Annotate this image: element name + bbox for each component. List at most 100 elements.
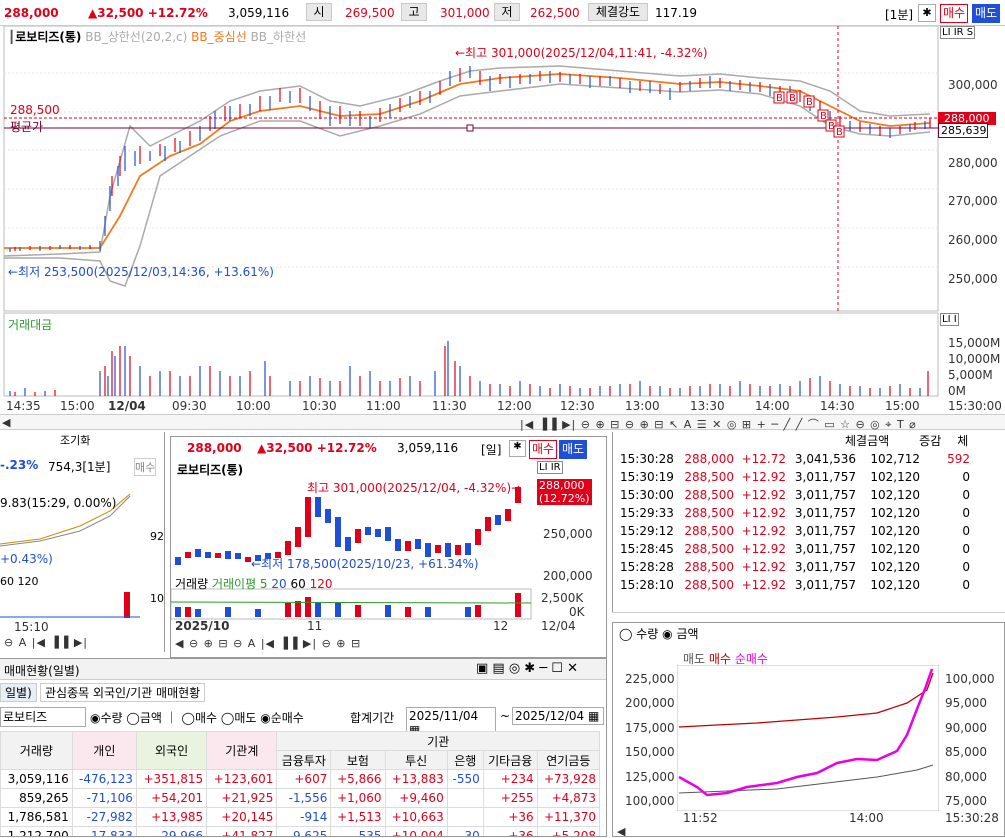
daily-price-axis: 250,000 200,000 bbox=[543, 527, 593, 583]
flow-x-axis: 11:52 14:00 15:30:28 bbox=[683, 811, 999, 825]
daily-tool-tag[interactable]: LI IR bbox=[537, 461, 563, 474]
stock-search-input[interactable]: 로보티즈 bbox=[0, 707, 86, 727]
interval-selector[interactable]: [1분] bbox=[885, 8, 914, 22]
tick-row: 15:28:45 288,500 +12.92 3,011,757 102,120 0 bbox=[617, 540, 973, 558]
bb-mid-legend[interactable]: BB_중심선 bbox=[191, 30, 247, 44]
chart-tool-tag[interactable]: LI IR S bbox=[940, 26, 976, 39]
tick-cell: 15:30:00 bbox=[620, 488, 674, 502]
window-controls[interactable]: ▣ ▤ ◎ ✱ ─ ☐ ✕ bbox=[476, 661, 578, 676]
tick-cell: 15:29:12 bbox=[620, 524, 674, 538]
investor-cell: +41,827 bbox=[206, 826, 278, 836]
investor-cell: -914 bbox=[276, 807, 332, 827]
tick-header: 체결금액 증감 체 bbox=[845, 434, 969, 448]
daily-candle-chart[interactable] bbox=[171, 457, 608, 657]
investor-cell: +351,815 bbox=[135, 769, 208, 789]
investor-cell: -27,982 bbox=[71, 807, 137, 827]
tick-cell: +12.92 bbox=[741, 470, 786, 484]
daily-gear-icon[interactable]: ✱ bbox=[509, 440, 526, 457]
left-buy-button[interactable]: 매수 bbox=[134, 458, 157, 476]
investor-cell: +10,663 bbox=[384, 807, 448, 827]
tick-cell: 3,011,757 bbox=[794, 524, 856, 538]
investor-cell: -550 bbox=[446, 769, 484, 789]
investor-titlebar: 매매현황(일별) ▣ ▤ ◎ ✱ ─ ☐ ✕ bbox=[0, 659, 606, 680]
date-to-input[interactable]: 2025/12/04 ▦ bbox=[512, 707, 604, 725]
volume: 3,059,116 bbox=[228, 6, 290, 20]
investor-cell: +9,460 bbox=[384, 788, 448, 808]
tick-scrollbar[interactable] bbox=[612, 612, 1005, 624]
investor-cell: 859,265 bbox=[0, 788, 73, 808]
investor-cell bbox=[446, 788, 484, 808]
investor-row: 1,212,700 -17,833 -29,966 +41,827 -9,625 -535… bbox=[0, 826, 601, 836]
daily-buy-button[interactable]: 매수 bbox=[529, 440, 558, 459]
tick-cell: 288,000 bbox=[684, 452, 734, 466]
tab-daily[interactable]: 일별) bbox=[0, 683, 37, 702]
investor-cell: +234 bbox=[482, 769, 538, 789]
tick-row: 15:30:19 288,500 +12.92 3,011,757 102,120 0 bbox=[617, 468, 973, 486]
price-change: ▲32,500 +12.72% bbox=[88, 6, 208, 20]
tab-interest[interactable]: 관심종목 외국인/기관 매매현황 bbox=[40, 683, 206, 702]
left-time: 15:10 bbox=[14, 620, 49, 634]
investor-cell: -535 bbox=[330, 826, 386, 836]
tick-cell: 15:28:10 bbox=[620, 578, 674, 592]
daily-sell-button[interactable]: 매도 bbox=[559, 440, 588, 459]
tick-cell: 102,120 bbox=[870, 542, 920, 556]
left-mini-chart[interactable] bbox=[0, 476, 140, 566]
bb-lower-legend[interactable]: BB_하한선 bbox=[250, 30, 307, 44]
tick-cell: 3,011,757 bbox=[794, 578, 856, 592]
investor-cell: -17,833 bbox=[71, 826, 137, 836]
flow-scroll[interactable]: ◀ bbox=[617, 825, 627, 838]
investor-cell: +13,985 bbox=[135, 807, 208, 827]
flow-chart[interactable] bbox=[677, 665, 939, 811]
svg-text:B: B bbox=[820, 111, 827, 122]
daily-period[interactable]: [일] bbox=[481, 443, 502, 457]
open-price: 269,500 bbox=[345, 6, 395, 20]
low-label: 저 bbox=[494, 3, 520, 21]
left-tab[interactable]: 조기화 bbox=[60, 434, 91, 447]
flow-right-axis: 100,000 95,000 90,000 85,000 80,000 75,000 bbox=[945, 672, 995, 809]
tick-cell: +12.92 bbox=[741, 542, 786, 556]
vol-tool-tag[interactable]: LI I bbox=[940, 313, 959, 326]
chart-controls[interactable]: |◀ ▐▐ ▶| ⊖ ⊕ ⊟ ⊖ ⊕ ⊟ ↖ A ☰ ✕ ◎ ⊞ + ─ ╱ ╱… bbox=[520, 418, 917, 431]
scroll-left-icon[interactable]: ◀ bbox=[2, 416, 12, 429]
daily-change: ▲32,500 +12.72% bbox=[257, 441, 377, 455]
svg-text:B: B bbox=[836, 127, 843, 138]
investor-table: 거래량 개인 외국인 기관계 기관 금융투자 보험 투신 은행 기타금융 연기금등 3,059,1… bbox=[0, 731, 601, 836]
tick-cell: +12.92 bbox=[741, 488, 786, 502]
tick-cell: +12.92 bbox=[741, 560, 786, 574]
tick-cell: +12.92 bbox=[741, 578, 786, 592]
buy-button[interactable]: 매수 bbox=[940, 4, 969, 23]
daily-controls[interactable]: ◀ ⊖ ⊕ ⊟ ⊖ A |◀ ▐▐ ▶| ⊖ ⊕ ⊟ bbox=[175, 637, 362, 650]
gear-icon[interactable]: ✱ bbox=[918, 4, 936, 22]
daily-price: 288,000 bbox=[187, 441, 242, 455]
tick-cell: 15:30:19 bbox=[620, 470, 674, 484]
volume-axis: 15,000M 10,000M 5,000M 0M bbox=[948, 336, 1001, 398]
svg-text:B: B bbox=[776, 93, 783, 104]
investor-options[interactable]: ◉수량 ◯금액 ｜ ◯매수 ◯매도 ◉순매수 bbox=[90, 711, 304, 725]
tick-cell: 15:30:28 bbox=[620, 452, 674, 466]
investor-cell: -9,625 bbox=[276, 826, 332, 836]
investor-cell: -71,106 bbox=[71, 788, 137, 808]
left-controls[interactable]: ⊖ A |◀ ▐▐ ▶| bbox=[4, 636, 88, 649]
left-pct-note: +0.43%) bbox=[0, 552, 53, 566]
tick-cell: 0 bbox=[962, 488, 970, 502]
investor-cell: +5,208 bbox=[536, 826, 601, 836]
svg-text:B: B bbox=[789, 93, 796, 104]
investor-title: 매매현황(일별) bbox=[4, 664, 80, 678]
investor-cell: 1,786,581 bbox=[0, 807, 73, 827]
tick-cell: 0 bbox=[962, 542, 970, 556]
flow-options[interactable]: ◯ 수량 ◉ 금액 bbox=[619, 627, 699, 641]
tick-cell: +12.72 bbox=[741, 452, 786, 466]
left-vol-chart bbox=[0, 592, 140, 618]
tick-cell: 288,500 bbox=[684, 524, 734, 538]
tick-cell: 288,500 bbox=[684, 578, 734, 592]
investor-panel: 매매현황(일별) ▣ ▤ ◎ ✱ ─ ☐ ✕ 일별) 관심종목 외국인/기관 매… bbox=[0, 658, 607, 837]
investor-cell: +20,145 bbox=[206, 807, 278, 827]
investor-cell: 3,059,116 bbox=[0, 769, 73, 789]
sell-button[interactable]: 매도 bbox=[972, 4, 1001, 23]
investor-cell: 1,212,700 bbox=[0, 826, 73, 836]
bb-upper-legend[interactable]: BB_상한선(20,2,c) bbox=[85, 30, 188, 44]
tick-cell: 3,011,757 bbox=[794, 506, 856, 520]
